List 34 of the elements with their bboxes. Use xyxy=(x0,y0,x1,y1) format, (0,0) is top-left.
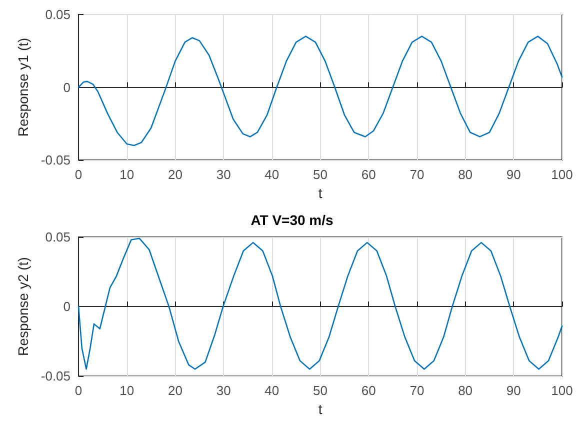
x-tick-label: 60 xyxy=(361,383,376,398)
x-tick-label: 30 xyxy=(216,167,231,182)
x-tick-label: 90 xyxy=(506,383,521,398)
x-tick-label: 20 xyxy=(168,167,182,182)
x-tick-label: 50 xyxy=(313,167,328,182)
y-axis-title: Response y1 (t) xyxy=(15,38,31,137)
y-tick-label: 0.05 xyxy=(45,230,71,244)
x-tick-label: 100 xyxy=(551,383,573,398)
y-tick-label: -0.05 xyxy=(40,152,71,168)
x-tick-label: 30 xyxy=(216,383,231,398)
chart-title: AT V=30 m/s xyxy=(250,212,334,228)
y-tick-label: -0.05 xyxy=(40,368,71,384)
x-tick-label: 80 xyxy=(458,167,473,182)
y-tick-label: 0 xyxy=(63,299,71,314)
x-tick-label: 0 xyxy=(74,167,82,182)
x-tick-label: 40 xyxy=(264,383,280,398)
x-tick-label: 20 xyxy=(168,383,182,398)
x-tick-label: 10 xyxy=(120,383,134,398)
x-tick-label: 70 xyxy=(410,383,424,398)
x-axis-title: t xyxy=(318,401,322,417)
x-tick-label: 70 xyxy=(410,167,424,182)
x-tick-label: 90 xyxy=(506,167,521,182)
x-tick-label: 0 xyxy=(74,383,82,398)
line-series xyxy=(78,36,563,146)
x-tick-label: 60 xyxy=(361,167,376,182)
x-tick-label: 50 xyxy=(313,383,328,398)
y-axis-title: Response y2 (t) xyxy=(15,257,31,356)
y-tick-label: 0.05 xyxy=(45,7,71,22)
x-tick-label: 80 xyxy=(458,383,473,398)
y-tick-label: 0 xyxy=(63,80,71,95)
x-tick-label: 100 xyxy=(551,167,573,182)
x-axis-title: t xyxy=(318,184,322,201)
x-tick-label: 10 xyxy=(120,167,134,182)
x-tick-label: 40 xyxy=(264,167,280,182)
